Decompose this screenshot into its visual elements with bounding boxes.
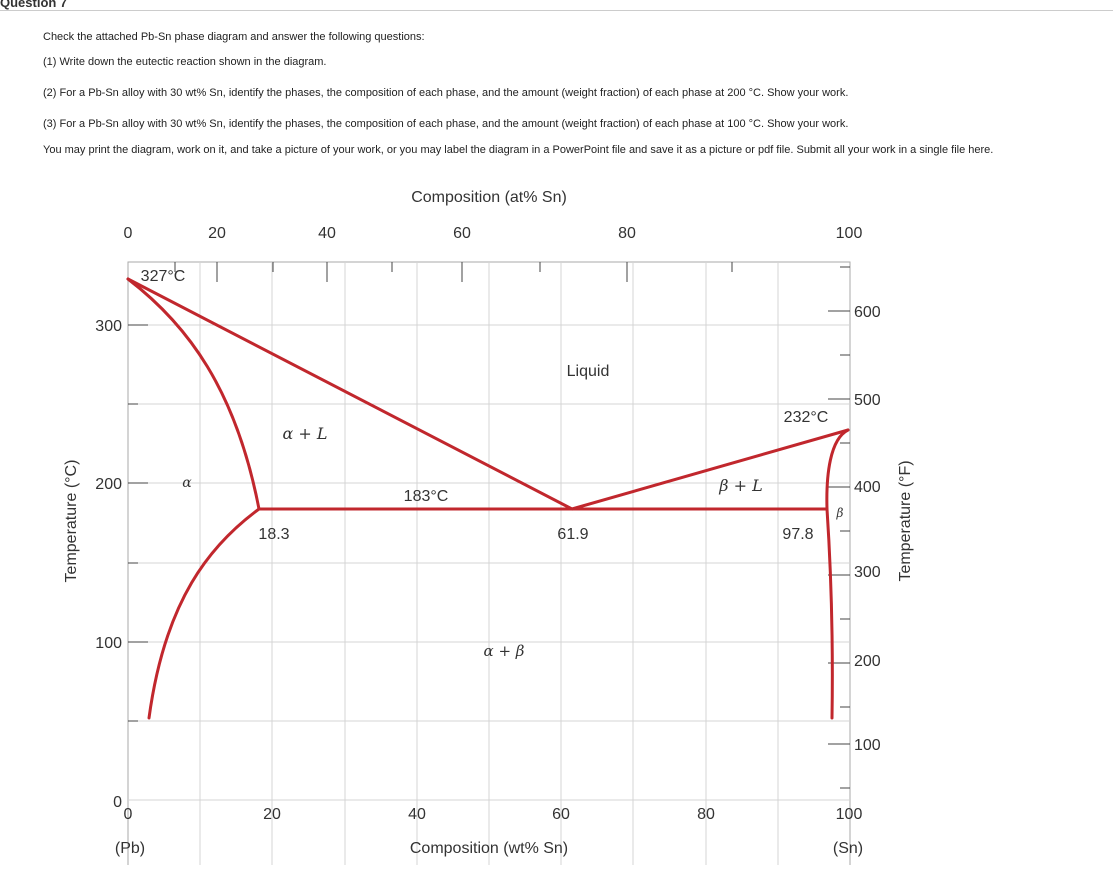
top-tick-label-20: 20 <box>208 225 226 242</box>
beta-max-solubility-label: 97.8 <box>782 526 813 543</box>
question-1: (1) Write down the eutectic reaction sho… <box>43 56 327 68</box>
bottom-tick-label-80: 80 <box>697 806 715 823</box>
top-tick-label-60: 60 <box>453 225 471 242</box>
bottom-tick-label-20: 20 <box>263 806 281 823</box>
horizontal-gridlines <box>128 324 850 801</box>
solvus-beta <box>825 507 834 720</box>
vertical-gridlines <box>199 262 779 865</box>
beta-region-label: β <box>836 506 844 520</box>
left-axis-ticks <box>128 324 148 722</box>
top-tick-label-100: 100 <box>836 225 863 242</box>
sn-end-label: (Sn) <box>833 840 863 857</box>
left-axis-title: Temperature (°C) <box>63 460 80 583</box>
right-tick-label-500: 500 <box>854 392 881 409</box>
alpha-max-solubility-label: 18.3 <box>258 526 289 543</box>
alpha-liquid-region-label: α + L <box>282 424 327 443</box>
question-title: Question 7 <box>0 0 68 10</box>
left-tick-label-100: 100 <box>95 635 122 652</box>
liquidus-left <box>126 277 574 511</box>
liquidus-right <box>570 428 850 511</box>
liquid-region-label: Liquid <box>567 363 610 380</box>
title-divider <box>0 10 1113 11</box>
right-tick-label-200: 200 <box>854 653 881 670</box>
right-tick-label-300: 300 <box>854 564 881 581</box>
alpha-region-label: α <box>182 475 192 491</box>
top-tick-label-80: 80 <box>618 225 636 242</box>
solidus-beta <box>825 428 850 511</box>
eutectic-composition-label: 61.9 <box>557 526 588 543</box>
alpha-beta-region-label: α + β <box>484 642 525 660</box>
solvus-alpha <box>147 507 261 720</box>
beta-liquid-region-label: β + L <box>718 476 762 495</box>
top-axis-ticks <box>174 262 733 282</box>
bottom-tick-label-40: 40 <box>408 806 426 823</box>
phase-boundaries <box>126 277 850 720</box>
submission-instructions: You may print the diagram, work on it, a… <box>43 144 994 156</box>
left-tick-label-300: 300 <box>95 318 122 335</box>
right-tick-label-600: 600 <box>854 304 881 321</box>
bottom-tick-label-100: 100 <box>836 806 863 823</box>
question-intro: Check the attached Pb-Sn phase diagram a… <box>43 31 425 43</box>
top-axis-title: Composition (at% Sn) <box>411 189 567 206</box>
left-tick-label-0: 0 <box>113 794 122 811</box>
eutectic-temperature-label: 183°C <box>404 488 449 505</box>
question-3: (3) For a Pb-Sn alloy with 30 wt% Sn, id… <box>43 118 849 130</box>
right-tick-label-100: 100 <box>854 737 881 754</box>
question-2: (2) For a Pb-Sn alloy with 30 wt% Sn, id… <box>43 87 849 99</box>
sn-melting-point-label: 232°C <box>784 409 829 426</box>
bottom-tick-label-0: 0 <box>124 806 133 823</box>
left-tick-label-200: 200 <box>95 476 122 493</box>
pb-melting-point-label: 327°C <box>141 268 186 285</box>
bottom-axis-title: Composition (wt% Sn) <box>410 840 568 857</box>
pb-sn-phase-diagram: 0 20 40 60 80 100 0 20 40 60 80 100 0 10… <box>63 189 914 865</box>
solidus-alpha <box>126 277 261 511</box>
bottom-tick-label-60: 60 <box>552 806 570 823</box>
right-axis-title: Temperature (°F) <box>897 460 914 581</box>
top-tick-label-0: 0 <box>124 225 133 242</box>
top-tick-label-40: 40 <box>318 225 336 242</box>
right-axis-ticks <box>828 266 850 789</box>
right-tick-label-400: 400 <box>854 479 881 496</box>
pb-end-label: (Pb) <box>115 840 145 857</box>
